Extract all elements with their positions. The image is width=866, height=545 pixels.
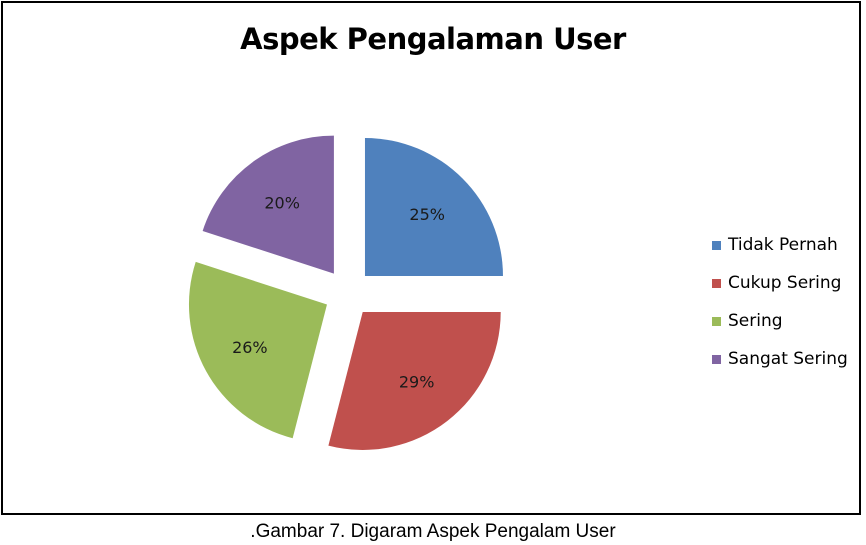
slice-label-cukup-sering: 29% (399, 372, 435, 391)
legend-label: Sangat Sering (728, 349, 848, 369)
pie-slice-tidak-pernah (364, 138, 503, 277)
slice-label-tidak-pernah: 25% (409, 205, 445, 224)
pie-slice-labels: 25% 29% 26% 20% (232, 193, 445, 391)
legend-swatch (712, 316, 721, 326)
legend-label: Sering (728, 311, 783, 331)
pie-slices (188, 135, 503, 450)
legend-swatch (712, 354, 721, 364)
pie-slice-cukup-sering (328, 311, 501, 450)
chart-title: Aspek Pengalaman User (240, 22, 626, 56)
legend-label: Tidak Pernah (728, 235, 838, 255)
legend-swatch (712, 240, 721, 250)
legend-item-sangat-sering: Sangat Sering (712, 340, 848, 378)
pie-slice-sangat-sering (202, 135, 334, 274)
legend-item-cukup-sering: Cukup Sering (712, 264, 848, 302)
legend-item-sering: Sering (712, 302, 848, 340)
slice-label-sering: 26% (232, 338, 268, 357)
pie-chart: 25% 29% 26% 20% (188, 135, 503, 450)
legend-item-tidak-pernah: Tidak Pernah (712, 226, 848, 264)
legend-swatch (712, 278, 721, 288)
figure-caption: .Gambar 7. Digaram Aspek Pengalam User (250, 521, 616, 542)
chart-legend: Tidak Pernah Cukup Sering Sering Sangat Ser… (712, 226, 848, 378)
pie-slice-sering (188, 261, 327, 439)
slice-label-sangat-sering: 20% (264, 193, 300, 212)
legend-label: Cukup Sering (728, 273, 842, 293)
